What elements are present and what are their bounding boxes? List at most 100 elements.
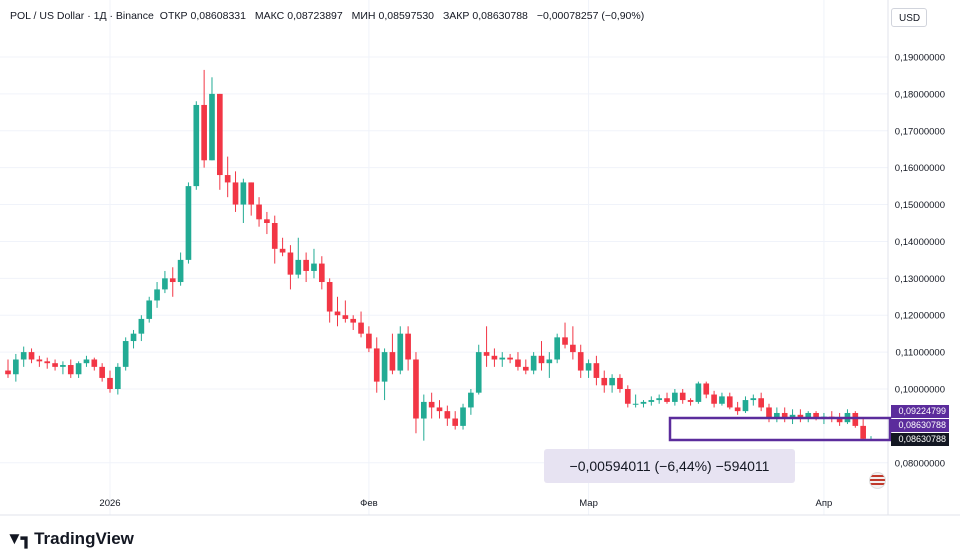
y-tick-label: 0,17000000 — [895, 126, 945, 137]
candle-body — [483, 352, 490, 356]
candle-body — [350, 318, 357, 323]
candle — [797, 409, 804, 423]
candle — [146, 296, 153, 323]
candle-body — [248, 182, 255, 205]
candle-body — [640, 401, 647, 404]
candle — [248, 182, 255, 216]
candle — [75, 361, 82, 378]
candle-body — [766, 407, 772, 419]
candle — [366, 326, 372, 353]
candle-body — [789, 414, 796, 419]
y-tick-label: 0,10000000 — [895, 385, 945, 396]
candle-body — [185, 186, 192, 260]
candle-body — [169, 278, 176, 283]
y-tick-label: 0,08000000 — [895, 458, 945, 469]
candle-body — [546, 359, 553, 364]
candle-body — [67, 365, 74, 375]
candle-body — [122, 341, 129, 367]
candle-body — [420, 401, 427, 419]
grid — [0, 0, 888, 515]
y-tick-label: 0,12000000 — [895, 311, 945, 322]
candle — [836, 412, 843, 426]
candle-body — [232, 182, 239, 205]
candle-body — [436, 407, 443, 412]
candle — [36, 355, 43, 367]
candle — [695, 381, 702, 404]
candle — [687, 398, 694, 406]
candle-body — [405, 333, 411, 360]
candle — [413, 352, 419, 434]
y-tick-label: 0,15000000 — [895, 200, 945, 211]
candle-body — [656, 398, 662, 401]
candle — [436, 400, 443, 419]
candle-body — [326, 282, 333, 312]
symbol-title[interactable]: POL / US Dollar · 1Д · Binance — [10, 10, 154, 22]
candle-body — [624, 389, 631, 404]
candle-body — [672, 392, 678, 402]
candle — [264, 211, 270, 235]
candle-body — [593, 363, 600, 378]
candle — [83, 355, 90, 367]
candle — [342, 300, 349, 323]
candle-body — [852, 412, 859, 426]
time-axis[interactable]: 2026 Фев Мар Апр — [99, 498, 832, 509]
candle-body — [562, 337, 568, 345]
candle — [162, 270, 168, 294]
candle — [601, 370, 608, 393]
candle — [428, 392, 435, 419]
candle — [672, 389, 678, 406]
x-tick-label: Апр — [816, 498, 833, 509]
high-label: МАКС — [254, 10, 285, 22]
candle-body — [44, 361, 51, 364]
candle — [522, 359, 529, 375]
candle — [138, 315, 145, 342]
close-label: ЗАКР — [442, 10, 470, 22]
candle — [593, 355, 600, 386]
candle-body — [130, 333, 137, 342]
candle-body — [60, 365, 66, 367]
candle — [326, 278, 333, 323]
candle-body — [397, 333, 404, 371]
candle-body — [860, 425, 866, 439]
candle — [664, 392, 670, 404]
candle — [240, 178, 247, 223]
candle — [358, 311, 364, 338]
y-tick-label: 0,14000000 — [895, 237, 945, 248]
candle — [468, 389, 474, 415]
change-value: −0,00078257 (−0,90%) — [536, 10, 645, 22]
candle-body — [91, 359, 98, 367]
candle — [271, 215, 278, 264]
candle — [44, 357, 51, 369]
candle — [185, 182, 192, 264]
candle-body — [99, 366, 105, 378]
candle-body — [577, 352, 584, 371]
candle-body — [813, 412, 819, 419]
candle-body — [295, 259, 302, 275]
tradingview-logo[interactable]: ▼┓ TradingView — [6, 529, 134, 549]
candle — [507, 353, 513, 364]
candle-body — [444, 411, 451, 419]
candle-body — [115, 366, 121, 389]
candle-body — [358, 322, 364, 334]
candle-body — [491, 355, 498, 360]
candle — [201, 69, 207, 168]
candle-body — [836, 418, 843, 423]
candle-body — [632, 403, 639, 405]
candle — [577, 344, 584, 378]
low-label: МИН — [351, 10, 376, 22]
candle — [719, 392, 725, 406]
measure-rectangle[interactable] — [668, 416, 892, 442]
price-axis[interactable]: 0,19000000 0,18000000 0,17000000 0,16000000… — [895, 53, 945, 470]
candle-body — [617, 377, 623, 389]
candle — [734, 401, 741, 415]
candle — [554, 333, 561, 364]
candle-body — [154, 289, 160, 301]
flag-icon[interactable] — [869, 472, 886, 489]
candle-body — [750, 398, 757, 401]
candle-body — [499, 357, 506, 360]
currency-button[interactable]: USD — [891, 8, 927, 27]
candle — [828, 411, 835, 423]
y-tick-label: 0,18000000 — [895, 89, 945, 100]
candle-body — [719, 396, 725, 404]
